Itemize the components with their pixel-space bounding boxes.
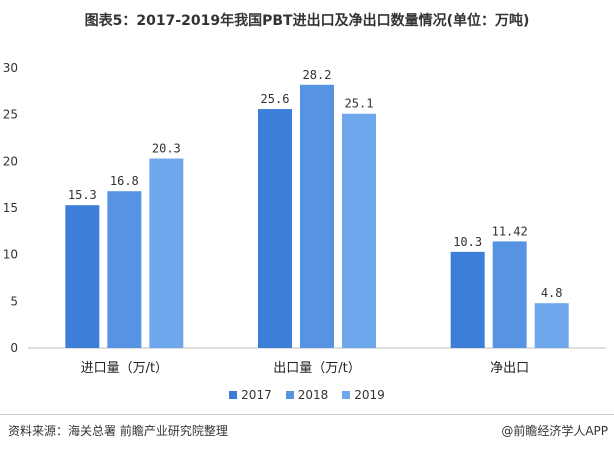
legend-swatch bbox=[229, 391, 238, 399]
y-tick-label: 0 bbox=[10, 341, 18, 355]
bar-2017 bbox=[258, 109, 292, 348]
legend-item: 2017 bbox=[229, 388, 272, 402]
data-label: 4.8 bbox=[541, 286, 563, 300]
y-tick-label: 25 bbox=[3, 108, 18, 122]
chart-title: 图表5：2017-2019年我国PBT进出口及净出口数量情况(单位：万吨) bbox=[84, 13, 530, 29]
legend-item: 2018 bbox=[285, 388, 329, 402]
data-label: 11.42 bbox=[492, 224, 528, 238]
bar-2018 bbox=[107, 191, 142, 348]
legend-label: 2018 bbox=[297, 388, 329, 402]
source-note: 资料来源：海关总署 前瞻产业研究院整理 bbox=[8, 424, 228, 438]
y-tick-label: 20 bbox=[3, 154, 18, 168]
data-label: 10.3 bbox=[453, 235, 482, 249]
y-tick-label: 5 bbox=[10, 294, 18, 308]
bar-2019 bbox=[534, 303, 569, 348]
bar-2018 bbox=[492, 241, 527, 348]
legend-item: 2019 bbox=[342, 388, 385, 402]
data-label: 15.3 bbox=[68, 188, 97, 202]
y-tick-label: 10 bbox=[3, 248, 18, 262]
brand-credit: @前瞻经济学人APP bbox=[501, 424, 608, 438]
data-label: 25.6 bbox=[261, 92, 290, 106]
data-label: 28.2 bbox=[303, 68, 332, 82]
legend-label: 2019 bbox=[354, 388, 385, 402]
legend-swatch bbox=[285, 391, 294, 399]
category-label: 出口量（万/t） bbox=[273, 361, 360, 376]
data-label: 25.1 bbox=[345, 97, 374, 111]
bar-2017 bbox=[450, 251, 485, 348]
category-label: 进口量（万/t） bbox=[81, 361, 168, 376]
category-label: 净出口 bbox=[490, 361, 529, 376]
legend-label: 2017 bbox=[241, 388, 272, 402]
y-tick-label: 15 bbox=[3, 201, 18, 215]
legend-swatch bbox=[342, 391, 351, 399]
bar-2017 bbox=[65, 205, 100, 348]
chart-plot: 0 5 10 15 20 25 30 15.3 16.8 20.3 进口量（万/t） 25.6 28.2… bbox=[3, 61, 606, 376]
data-label: 20.3 bbox=[152, 142, 181, 156]
bar-2019 bbox=[149, 158, 184, 348]
footer-divider bbox=[0, 414, 614, 415]
data-label: 16.8 bbox=[110, 174, 139, 188]
bar-2018 bbox=[300, 84, 334, 349]
y-tick-label: 30 bbox=[3, 61, 18, 75]
bar-2019 bbox=[342, 113, 376, 348]
chart-legend: 2017 2018 2019 bbox=[0, 388, 614, 402]
